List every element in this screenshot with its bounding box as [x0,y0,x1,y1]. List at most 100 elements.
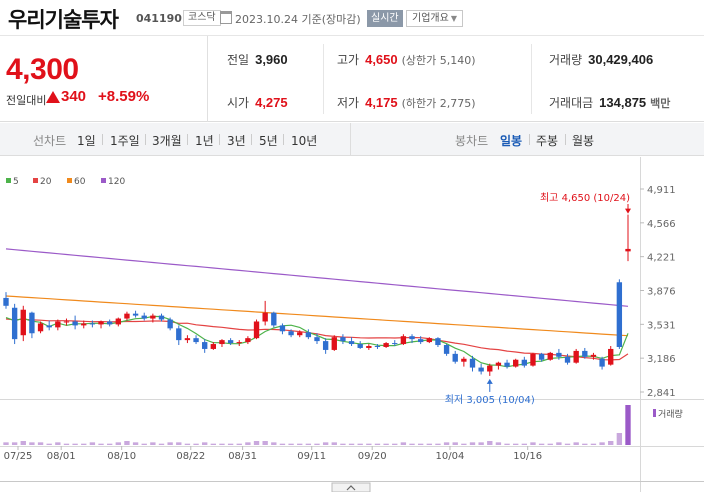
stock-name: 우리기술투자 [8,8,119,32]
volume-bar [150,442,156,445]
volume-bar [202,442,208,445]
volume-bar [331,442,337,445]
candle-body [556,352,562,357]
divider [529,134,530,145]
candle-body [504,362,510,367]
volume-bar [504,443,510,445]
volume-bar [245,442,251,445]
volume-bar [89,442,96,445]
tab-monthly[interactable]: 월봉 [572,134,595,148]
volume-bar [435,443,441,445]
chevron-down-icon: ▼ [450,14,457,23]
low-arrow-icon [486,378,493,384]
volume-bar [469,442,476,445]
chevron-up-icon [346,485,356,491]
stat-value: 4,175 [365,95,398,110]
divider [145,134,146,145]
stat-label: 거래량 [549,53,583,67]
candle-body [245,338,251,343]
volume-bar [288,443,294,445]
candle-body [573,350,579,363]
divider [531,44,532,114]
realtime-button[interactable]: 실시간 [367,10,403,27]
tab-range-5y[interactable]: 5년 [259,134,278,148]
tab-range-1y[interactable]: 1년 [195,134,214,148]
ma60-line [5,295,629,337]
volume-legend-swatch [653,409,656,417]
candle-body [409,336,415,340]
tab-range-1w[interactable]: 1주일 [110,134,140,148]
x-tick-label: 07/25 [4,451,33,462]
calendar-icon [220,11,232,24]
candle-body [55,321,61,328]
volume-bar [495,442,502,445]
current-price: 4,300 [6,53,79,86]
price-stats: 전일 3,960 고가 4,650 (상한가 5,140) 거래량 30,429,406… [209,36,704,122]
stat-volume: 거래량 30,429,406 [549,51,653,68]
candle-body [81,323,87,326]
price-box: 4,300 전일대비 340 +8.59% [0,36,208,122]
tab-range-10y[interactable]: 10년 [291,134,318,148]
volume-bar [573,442,579,445]
legend-swatch [101,178,106,183]
candle-body [11,307,18,340]
stat-label: 고가 [337,53,360,67]
x-tick-label: 08/01 [47,451,76,462]
legend-swatch [6,178,11,183]
candle-body [521,359,528,366]
candle-body [167,319,173,329]
company-overview-button[interactable]: 기업개요 ▼ [406,10,463,27]
candle-body [625,248,631,252]
volume-bar [253,441,260,445]
volume-bar [236,443,242,445]
volume-bar [616,433,623,445]
stock-code: 041190 [136,12,182,25]
tab-weekly[interactable]: 주봉 [536,134,559,148]
candle-body [495,362,502,366]
high-annotation: 최고 4,650 (10/24) [540,192,630,204]
legend-label: 120 [108,177,125,187]
candle-body [210,344,217,349]
divider [102,134,103,145]
volume-bar [63,443,70,445]
volume-bar [340,443,346,445]
stat-open: 시가 4,275 [227,94,288,111]
volume-bar [29,442,35,445]
volume-bar [590,443,597,445]
tab-range-3m[interactable]: 3개월 [152,134,182,148]
stock-chart[interactable]: 5 20 60 120 4,911 4,566 4,221 3,876 3,531 3,186 2,… [0,157,704,492]
legend-label: 20 [40,177,52,187]
tab-range-1d[interactable]: 1일 [77,134,96,148]
candle-body [115,318,121,325]
volume-bar [262,441,268,445]
market-badge: 코스닥 [183,10,221,26]
x-tick-label: 08/22 [176,451,205,462]
candle-body [193,338,199,343]
candle-body [72,321,78,326]
volume-bar [219,443,225,445]
volume-bar [599,442,605,445]
candle-body [37,323,44,332]
stat-prev-close: 전일 3,960 [227,51,288,68]
tab-range-3y[interactable]: 3년 [227,134,246,148]
tab-daily[interactable]: 일봉 [500,134,523,148]
change-amount: 340 [61,88,87,105]
volume-bar [547,443,553,445]
chart-svg: 5 20 60 120 4,911 4,566 4,221 3,876 3,531 3,186 2,… [0,157,704,492]
candle-body [487,365,493,372]
stat-label: 저가 [337,96,360,110]
volume-bar [98,443,104,445]
candle-body [374,346,381,348]
candle-body [417,339,424,343]
divider [323,44,324,114]
y-tick-label: 3,531 [647,320,676,331]
candle-body [98,321,104,325]
volume-bar [227,443,234,445]
candle-body [262,312,268,322]
x-tick-label: 08/10 [107,451,136,462]
volume-bar [46,443,52,445]
y-tick-label: 4,221 [647,253,676,264]
candle-body [150,315,156,319]
volume-bar [210,443,217,445]
y-tick-label: 2,841 [647,388,676,399]
